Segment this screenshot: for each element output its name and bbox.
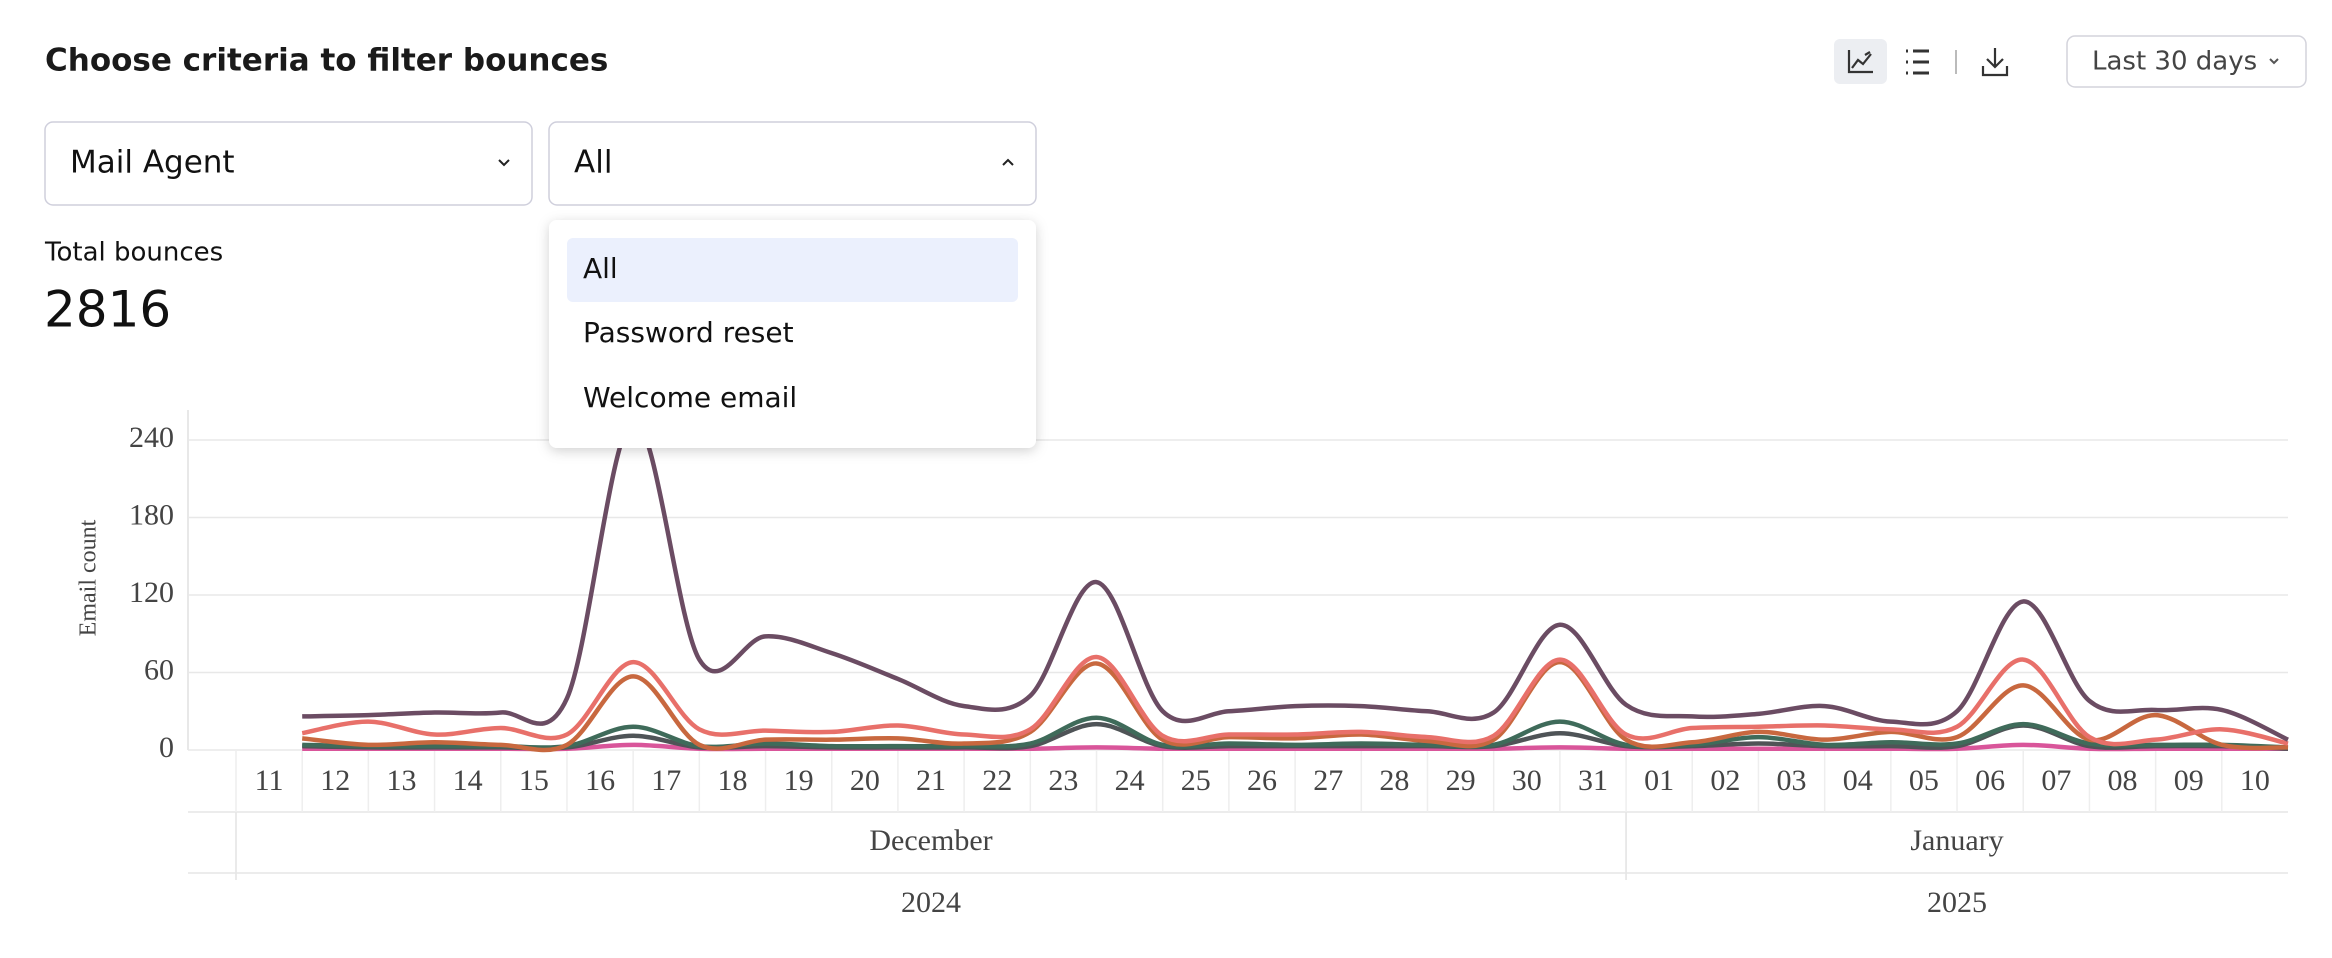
x-tick-label: 14 — [453, 764, 483, 797]
months-label: January — [1910, 824, 2003, 857]
date-range-box[interactable] — [2066, 35, 2307, 88]
x-tick-label: 06 — [1975, 764, 2005, 797]
y-tick-label: 240 — [129, 421, 174, 454]
x-tick-label: 13 — [386, 764, 416, 797]
x-tick-label: 29 — [1446, 764, 1476, 797]
y-axis-label: Email count — [76, 519, 102, 636]
x-tick-label: 19 — [784, 764, 814, 797]
x-tick-label: 12 — [320, 764, 350, 797]
x-tick-label: 05 — [1909, 764, 1939, 797]
menu-item[interactable]: All — [583, 252, 618, 285]
series-line — [302, 715, 2289, 750]
x-tick-label: 08 — [2108, 764, 2138, 797]
x-tick-label: 15 — [519, 764, 549, 797]
dropdown-box[interactable] — [548, 121, 1037, 206]
dropdown-box[interactable] — [44, 121, 533, 206]
x-tick-label: 17 — [651, 764, 681, 797]
series-line — [302, 742, 2288, 752]
x-tick-label: 26 — [1247, 764, 1277, 797]
menu-item[interactable]: Password reset — [583, 316, 794, 349]
date-range-label: Last 30 days — [2092, 47, 2257, 77]
chart-icon — [1847, 50, 1873, 74]
filter-dropdown[interactable]: Mail Agent — [44, 121, 533, 206]
chevron — [498, 159, 510, 167]
y-tick-label: 180 — [129, 498, 174, 531]
x-tick-label: 10 — [2240, 764, 2270, 797]
dropdown-menu: All Password reset Welcome email — [549, 220, 1036, 448]
x-tick-label: 22 — [982, 764, 1012, 797]
x-tick-label: 02 — [1710, 764, 1740, 797]
x-tick-label: 27 — [1313, 764, 1343, 797]
dropdown-value: All — [574, 145, 612, 181]
list-view-button[interactable] — [1897, 39, 1937, 84]
dropdown-value: Mail Agent — [70, 145, 235, 181]
x-tick-label: 11 — [255, 764, 284, 797]
menu-item-selected[interactable] — [567, 238, 1018, 302]
menu-item[interactable]: Welcome email — [583, 381, 797, 414]
x-tick-label: 23 — [1048, 764, 1078, 797]
months-label: December — [869, 824, 992, 857]
y-tick-label: 60 — [144, 653, 174, 686]
series-line — [301, 654, 2289, 747]
x-tick-label: 28 — [1379, 764, 1409, 797]
summary-value: 2816 — [44, 281, 171, 339]
x-tick-label: 21 — [916, 764, 946, 797]
x-tick-label: 30 — [1512, 764, 1542, 797]
download-button[interactable] — [1975, 39, 2015, 84]
chevron — [2269, 58, 2279, 65]
y-tick-label: 0 — [159, 731, 174, 764]
years-label: 2024 — [901, 886, 961, 919]
x-tick-label: 09 — [2174, 764, 2204, 797]
x-tick-label: 04 — [1843, 764, 1873, 797]
years-label: 2025 — [1927, 886, 1987, 919]
x-tick-label: 01 — [1644, 764, 1674, 797]
list-icon — [1906, 49, 1929, 75]
series-line — [301, 659, 2289, 753]
toolbar: Last 30 days — [1834, 35, 2307, 88]
x-tick-label: 24 — [1115, 764, 1145, 797]
x-tick-label: 20 — [850, 764, 880, 797]
x-tick-label: 31 — [1578, 764, 1608, 797]
download-icon — [1981, 48, 2009, 77]
page-title: Choose criteria to filter bounces — [45, 43, 608, 79]
x-tick-label: 03 — [1777, 764, 1807, 797]
x-tick-label: 16 — [585, 764, 615, 797]
chevron — [1002, 158, 1014, 166]
x-tick-label: 25 — [1181, 764, 1211, 797]
x-tick-label: 07 — [2041, 764, 2071, 797]
date-range-button[interactable]: Last 30 days — [2066, 35, 2307, 88]
summary-label: Total bounces — [44, 238, 223, 268]
filter-dropdown[interactable]: All — [548, 121, 1037, 206]
y-tick-label: 120 — [129, 576, 174, 609]
x-tick-label: 18 — [717, 764, 747, 797]
